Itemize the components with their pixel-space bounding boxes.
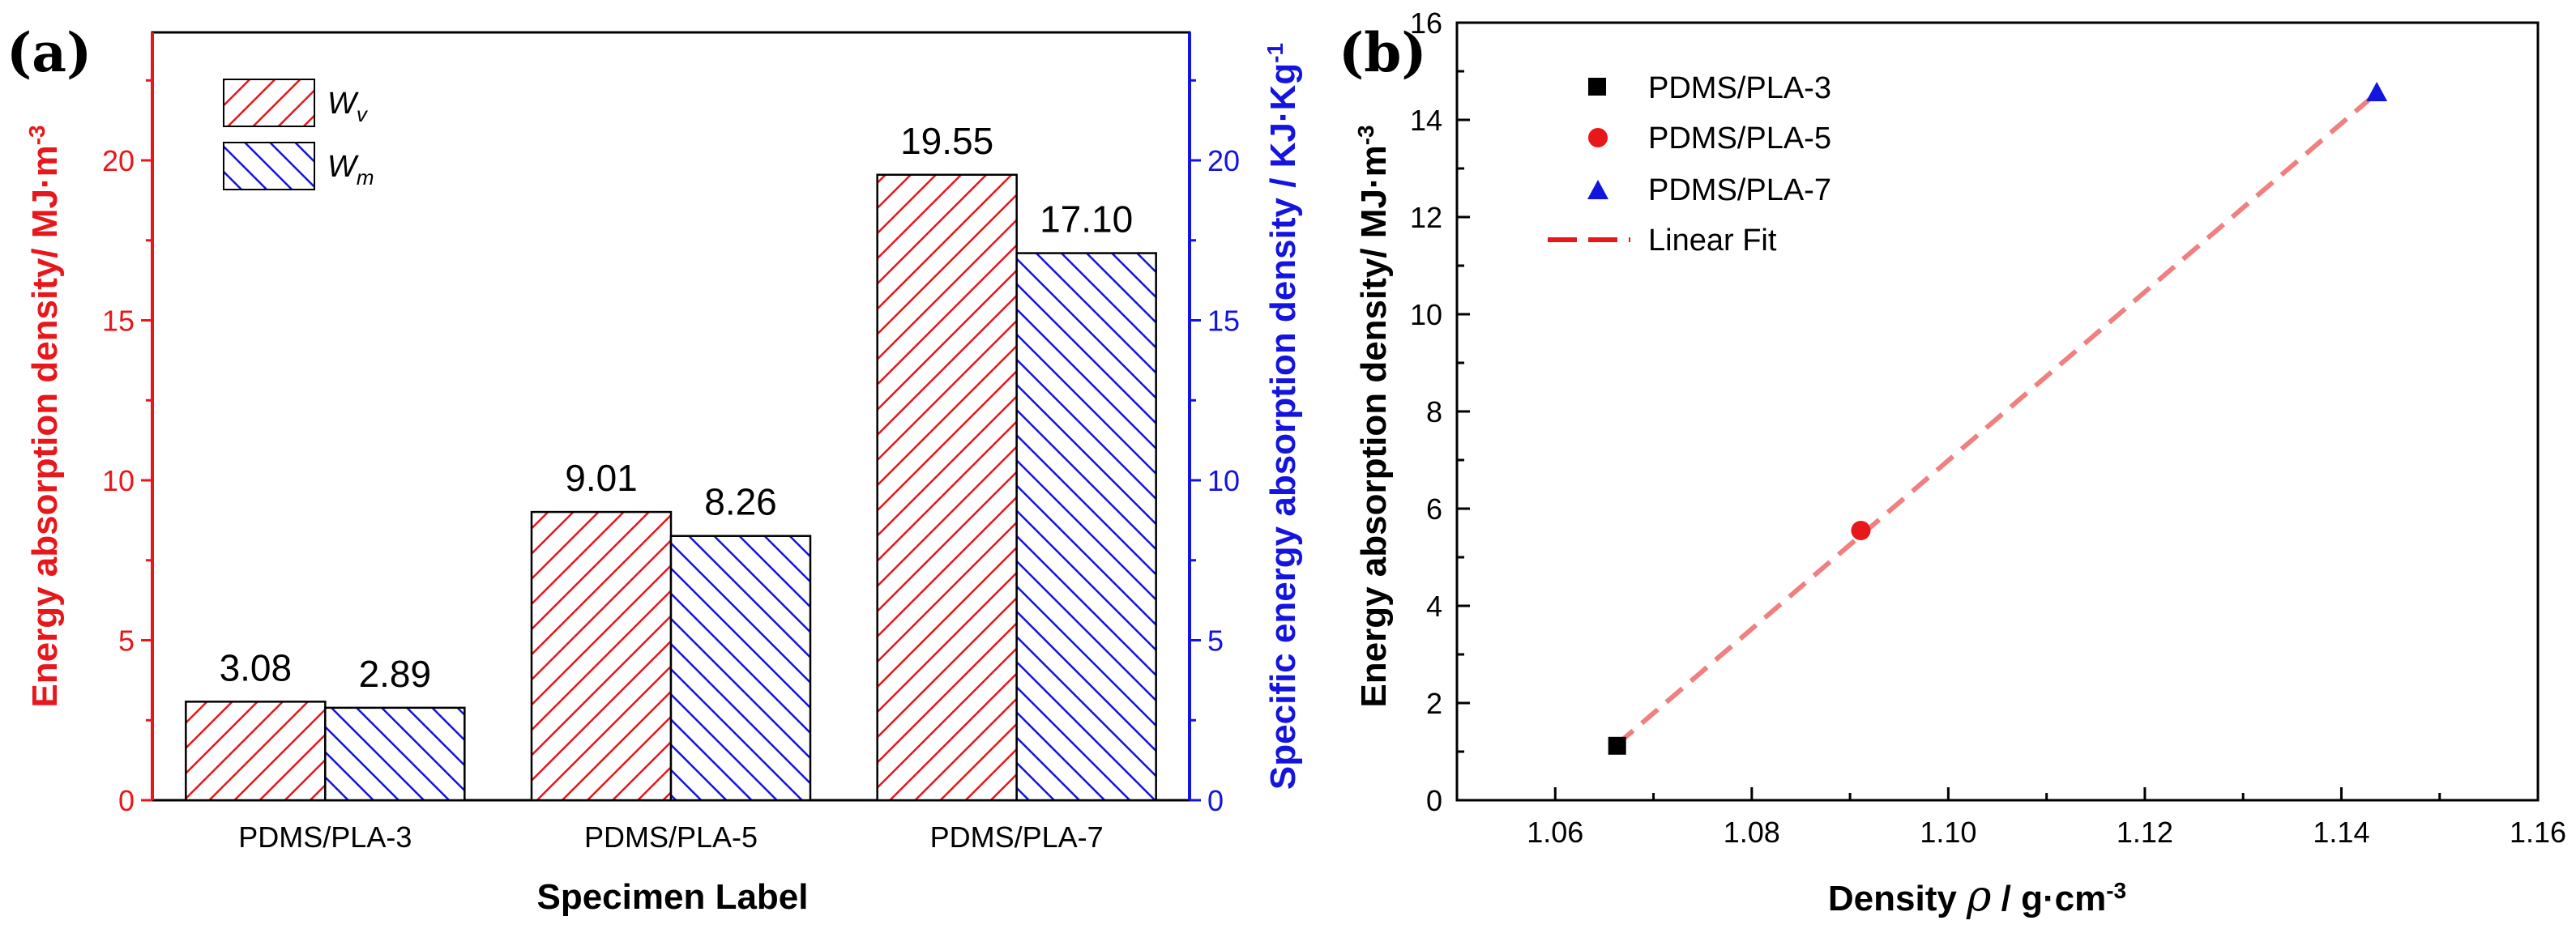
bar-value-label: 9.01: [565, 457, 638, 499]
right-y-tick-label: 10: [1207, 464, 1240, 497]
right-y-tick-label: 20: [1207, 144, 1240, 177]
x-tick-label: 1.08: [1724, 816, 1780, 849]
left-y-tick-label: 5: [118, 624, 135, 658]
legend-label-pla3: PDMS/PLA-3: [1648, 71, 1831, 105]
bar-pdms-pla-5-wv: [530, 510, 673, 802]
linear-fit-line: [1615, 91, 2379, 747]
x-tick-label: 1.12: [2117, 816, 2173, 849]
panel-b-plot-frame: [1455, 21, 2540, 802]
x-axis-title: Specimen Label: [536, 877, 808, 917]
point-pdms-pla-7: [2366, 82, 2388, 101]
y-tick-label: 10: [1410, 298, 1442, 331]
legend-label-pla7: PDMS/PLA-7: [1648, 173, 1831, 207]
bar-pdms-pla-3-wv: [185, 701, 327, 802]
x-tick-label: 1.14: [2313, 816, 2369, 849]
y-tick-label: 4: [1426, 590, 1442, 623]
legend-label-pla5: PDMS/PLA-5: [1648, 121, 1831, 156]
legend-label-linear-fit: Linear Fit: [1648, 224, 1777, 258]
legend-swatch-wm: [223, 142, 315, 190]
point-pdms-pla-3: [1608, 736, 1626, 755]
x-tick-label: 1.06: [1527, 816, 1583, 849]
panel-a-label: (a): [6, 21, 92, 84]
legend-marker-circle: [1588, 128, 1608, 147]
y-tick-label: 12: [1410, 201, 1442, 234]
panel-a: (a) 0 5 10 15 20 0 5 10 15 20 3.08 2.89 9.01 8.26 19…: [6, 21, 1303, 917]
x-tick-label: 1.10: [1920, 816, 1976, 849]
legend: PDMS/PLA-3 PDMS/PLA-5 PDMS/PLA-7 Linear …: [1548, 71, 1831, 258]
legend-swatch-wv: [223, 79, 315, 127]
legend-label-wv: Wv: [327, 87, 369, 126]
x-axis-ticks: 1.06 1.08 1.10 1.12 1.14 1.16: [1455, 787, 2566, 849]
y-tick-label: 6: [1426, 492, 1442, 526]
legend: Wv Wm: [223, 79, 374, 190]
panel-b-label: (b): [1339, 21, 1427, 84]
category-labels: PDMS/PLA-3 PDMS/PLA-5 PDMS/PLA-7: [238, 820, 1103, 854]
bar-pdms-pla-7-wm: [1015, 252, 1157, 802]
y-axis-ticks: 0 2 4 6 8 10 12 14 16: [1410, 6, 1470, 817]
category-label: PDMS/PLA-5: [584, 820, 758, 854]
left-y-axis-ticks: 0 5 10 15 20: [102, 79, 152, 817]
point-pdms-pla-5: [1851, 521, 1871, 540]
y-tick-label: 16: [1410, 6, 1442, 40]
y-tick-label: 2: [1426, 687, 1442, 720]
bar-value-label: 3.08: [220, 646, 293, 688]
category-label: PDMS/PLA-7: [930, 820, 1104, 854]
right-y-axis-ticks: 0 5 10 15 20: [1190, 79, 1240, 817]
bar-value-label: 19.55: [900, 120, 993, 162]
data-labels: 3.08 2.89 9.01 8.26 19.55 17.10: [220, 120, 1134, 695]
left-y-tick-label: 15: [102, 305, 135, 338]
category-label: PDMS/PLA-3: [238, 820, 412, 854]
left-y-tick-label: 10: [102, 464, 135, 497]
bar-pdms-pla-5-wm: [669, 535, 812, 802]
x-axis-title: Density ρ / g·cm-3: [1828, 872, 2126, 921]
y-tick-label: 8: [1426, 395, 1442, 428]
right-y-tick-label: 0: [1207, 784, 1224, 817]
y-tick-label: 0: [1426, 784, 1442, 817]
y-axis-title: Energy absorption density/ MJ·m-3: [1353, 125, 1395, 707]
bar-value-label: 17.10: [1040, 198, 1133, 241]
bar-value-label: 8.26: [704, 481, 777, 523]
left-y-axis-title: Energy absorption density/ MJ·m-3: [24, 125, 66, 707]
right-y-tick-label: 15: [1207, 305, 1240, 338]
bar-pdms-pla-7-wv: [876, 173, 1018, 802]
legend-marker-triangle: [1587, 180, 1608, 199]
left-y-tick-label: 0: [118, 784, 135, 817]
legend-marker-square: [1588, 78, 1606, 96]
scatter-points: [1608, 82, 2388, 755]
bar-value-label: 2.89: [359, 653, 432, 695]
y-tick-label: 14: [1410, 104, 1442, 137]
bar-group: [185, 173, 1157, 802]
left-y-tick-label: 20: [102, 144, 135, 177]
x-tick-label: 1.16: [2510, 816, 2566, 849]
right-y-axis-title: Specific energy absorption density / KJ·…: [1262, 43, 1304, 790]
bar-pdms-pla-3-wm: [324, 706, 466, 802]
right-y-tick-label: 5: [1207, 624, 1224, 658]
legend-label-wm: Wm: [327, 150, 374, 190]
